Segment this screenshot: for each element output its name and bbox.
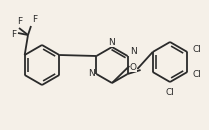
Text: F: F [32,15,37,24]
Text: Cl: Cl [166,88,175,97]
Text: N: N [131,47,137,56]
Text: Cl: Cl [192,44,201,54]
Text: F: F [17,17,23,26]
Text: N: N [109,37,115,47]
Text: F: F [11,30,16,38]
Text: O: O [130,63,137,72]
Text: N: N [88,70,94,79]
Text: Cl: Cl [192,70,201,79]
